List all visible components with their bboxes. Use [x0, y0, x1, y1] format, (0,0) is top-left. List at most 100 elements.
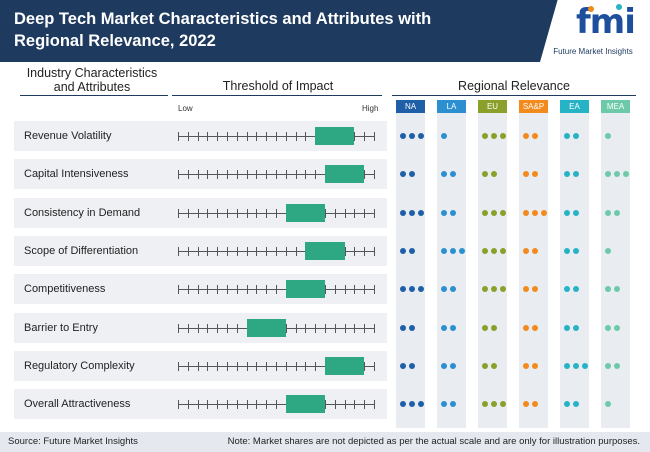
impact-tick	[236, 132, 238, 141]
column-header-underline	[172, 95, 382, 96]
impact-tick	[276, 246, 277, 256]
impact-tick	[285, 132, 287, 141]
impact-tick	[334, 285, 336, 295]
impact-tick	[197, 400, 199, 410]
impact-tick	[217, 400, 219, 410]
impact-tick	[354, 132, 356, 141]
relevance-dot-sap	[523, 171, 529, 178]
relevance-dot-ea	[564, 171, 570, 178]
impact-tick	[266, 285, 268, 295]
relevance-dot-mea	[605, 247, 611, 254]
impact-bar	[285, 203, 325, 222]
impact-tick	[197, 285, 199, 295]
region-column-ea	[560, 100, 589, 428]
impact-tick	[236, 323, 238, 333]
relevance-dot-na	[409, 133, 415, 139]
impact-tick	[207, 361, 209, 371]
region-header-eu: EU	[478, 100, 507, 113]
impact-tick	[197, 361, 199, 371]
region-column-na	[396, 100, 425, 428]
logo-dot-icon	[616, 4, 622, 10]
region-column-eu	[478, 100, 507, 428]
impact-tick	[364, 208, 366, 218]
relevance-dot-na	[400, 247, 406, 254]
impact-tick	[178, 323, 179, 333]
relevance-dot-la	[441, 324, 447, 331]
relevance-dot-ea	[564, 209, 570, 216]
impact-tick	[236, 246, 238, 256]
impact-tick	[187, 361, 189, 371]
impact-tick	[364, 285, 366, 295]
impact-tick	[236, 400, 238, 410]
impact-bar	[285, 280, 325, 299]
relevance-dot-ea	[573, 401, 579, 408]
relevance-dot-sap	[523, 247, 529, 254]
impact-tick	[197, 132, 199, 141]
impact-tick	[344, 208, 346, 218]
impact-tick	[246, 170, 248, 180]
relevance-dot-na	[400, 324, 406, 331]
relevance-dot-eu	[482, 209, 488, 216]
relevance-dot-la	[450, 324, 456, 331]
impact-tick	[178, 246, 179, 256]
impact-tick	[295, 323, 297, 333]
impact-tick	[285, 323, 287, 333]
impact-tick	[227, 208, 228, 218]
impact-tick	[197, 208, 199, 218]
impact-tick	[315, 170, 317, 180]
impact-tick	[227, 170, 228, 180]
impact-tick	[256, 361, 258, 371]
relevance-dot-ea	[573, 286, 579, 293]
impact-tick	[256, 400, 258, 410]
impact-tick	[285, 361, 287, 371]
impact-tick	[246, 361, 248, 371]
impact-tick	[256, 170, 258, 180]
column-header-regional: Regional Relevance	[458, 79, 570, 93]
relevance-dot-la	[441, 171, 447, 178]
impact-tick	[187, 246, 189, 256]
relevance-dot-sap	[532, 171, 538, 178]
impact-tick	[266, 132, 268, 141]
impact-tick	[227, 285, 228, 295]
row-label: Overall Attractiveness	[24, 398, 131, 411]
impact-tick	[276, 285, 277, 295]
relevance-dot-na	[418, 286, 424, 293]
impact-tick	[285, 170, 287, 180]
row-label: Scope of Differentiation	[24, 244, 139, 257]
impact-tick	[207, 323, 209, 333]
relevance-dot-sap	[523, 401, 529, 408]
impact-tick	[187, 285, 189, 295]
relevance-dot-eu	[491, 362, 497, 369]
impact-tick	[354, 285, 356, 295]
relevance-dot-sap	[532, 401, 538, 408]
impact-tick	[256, 132, 258, 141]
relevance-dot-ea	[564, 401, 570, 408]
impact-bar	[315, 127, 355, 145]
relevance-dot-sap	[532, 247, 538, 254]
impact-tick	[374, 323, 375, 333]
relevance-dot-la	[441, 362, 447, 369]
relevance-dot-mea	[605, 401, 611, 408]
relevance-dot-ea	[582, 362, 588, 369]
relevance-dot-mea	[605, 209, 611, 216]
impact-tick	[217, 246, 219, 256]
impact-tick	[266, 361, 268, 371]
impact-tick	[364, 132, 366, 141]
impact-tick	[266, 170, 268, 180]
impact-tick	[227, 246, 228, 256]
impact-tick	[344, 246, 346, 256]
impact-tick	[246, 132, 248, 141]
relevance-dot-eu	[482, 133, 488, 139]
impact-tick	[364, 361, 366, 371]
impact-tick	[246, 400, 248, 410]
relevance-dot-na	[409, 209, 415, 216]
relevance-dot-ea	[564, 286, 570, 293]
relevance-dot-sap	[523, 362, 529, 369]
impact-tick	[354, 246, 356, 256]
impact-tick	[227, 400, 228, 410]
impact-tick	[276, 170, 277, 180]
impact-tick	[374, 132, 375, 141]
impact-tick	[217, 361, 219, 371]
column-header-industry: Industry Characteristics and Attributes	[26, 66, 158, 94]
relevance-dot-mea	[605, 362, 611, 369]
